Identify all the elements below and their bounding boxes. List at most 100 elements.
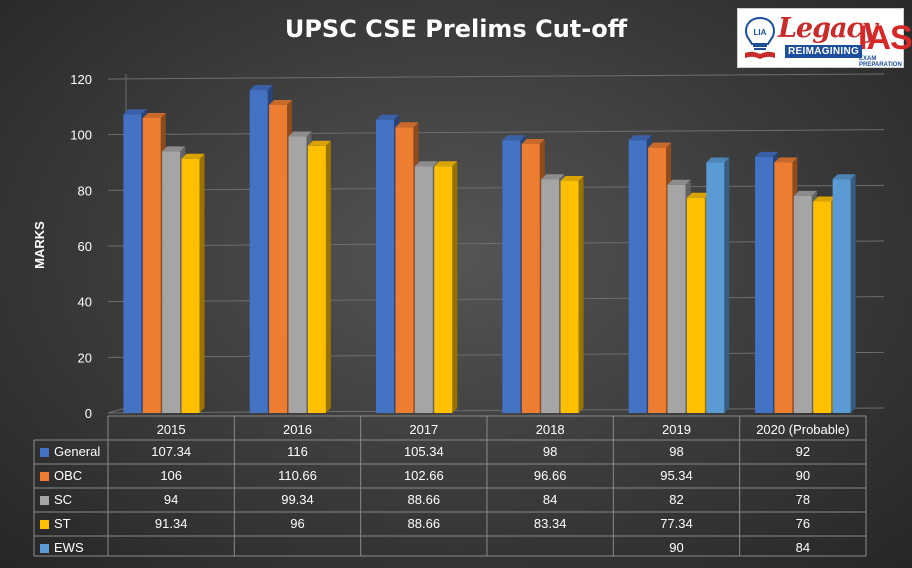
legend-label: EWS — [54, 540, 84, 555]
bar-front — [541, 179, 560, 413]
bar-top — [249, 85, 273, 91]
data-table-value: 98 — [669, 444, 683, 459]
data-table-value: 88.66 — [408, 516, 441, 531]
bar-top — [774, 157, 798, 163]
legend-swatch — [40, 520, 49, 529]
data-table: 2015 2016 2017 2018 2019 2020 (Probable) Gener… — [33, 415, 867, 557]
data-table-value: 106 — [160, 468, 182, 483]
bar-top — [793, 190, 817, 196]
data-table-value: 94 — [164, 492, 178, 507]
bar-top — [502, 135, 526, 141]
bar-top — [307, 140, 331, 146]
legend-label: ST — [54, 516, 71, 531]
legend-swatch — [40, 472, 49, 481]
logo-tagline: REIMAGINING — [785, 45, 863, 58]
bar-side — [452, 161, 458, 413]
data-table-value: 83.34 — [534, 516, 567, 531]
bar-top — [162, 146, 186, 152]
y-tick-label: 0 — [85, 406, 92, 421]
data-table-value: 107.34 — [151, 444, 191, 459]
bar-top — [434, 161, 458, 167]
bar-ews-2019 — [706, 157, 730, 413]
bar-top — [648, 142, 672, 148]
data-table-value: 90 — [669, 540, 683, 555]
x-tick-label: 2020 (Probable) — [756, 422, 849, 437]
bar-front — [686, 197, 705, 413]
bar-st-2015 — [181, 153, 205, 414]
y-tick-label: 120 — [70, 72, 92, 87]
bar-top — [686, 192, 710, 198]
bar-top — [414, 161, 438, 167]
legend-label: SC — [54, 492, 72, 507]
y-tick-label: 100 — [70, 128, 92, 143]
logo-badge: LIA — [754, 28, 767, 37]
bar-top — [181, 153, 205, 159]
bar-front — [142, 117, 161, 413]
legend-swatch — [40, 448, 49, 457]
data-table-value: 95.34 — [660, 468, 693, 483]
bar-front — [793, 195, 812, 413]
legend-swatch — [40, 544, 49, 553]
gridline — [107, 129, 885, 136]
bar-side — [325, 140, 331, 414]
legacy-ias-logo: LIA Legacy IAS REIMAGINING EXAM PREPARAT… — [737, 8, 912, 68]
bar-top — [288, 131, 312, 137]
legend-label: General — [54, 444, 100, 459]
gridline — [107, 73, 885, 80]
bar-top — [667, 179, 691, 185]
data-table-value: 90 — [796, 468, 810, 483]
bar-front — [123, 114, 142, 413]
x-tick-label: 2018 — [536, 422, 565, 437]
bar-front — [774, 162, 793, 413]
bar-front — [755, 156, 774, 413]
data-table-value: 82 — [669, 492, 683, 507]
bar-front — [832, 179, 851, 413]
data-table-value: 76 — [796, 516, 810, 531]
bar-top — [376, 114, 400, 120]
y-tick-label: 60 — [78, 239, 92, 254]
y-tick-label: 40 — [78, 295, 92, 310]
bar-front — [269, 104, 288, 413]
lightbulb-book-icon: LIA — [744, 16, 776, 59]
bar-top — [628, 135, 652, 141]
bar-top — [755, 151, 779, 157]
gridline — [107, 184, 885, 191]
bar-st-2018 — [560, 176, 584, 413]
bar-top — [521, 138, 545, 144]
bar-top — [813, 196, 837, 202]
y-axis-label: MARKS — [32, 221, 47, 269]
bar-front — [395, 127, 414, 413]
bar-front — [181, 158, 200, 413]
data-table-value: 77.34 — [660, 516, 693, 531]
bar-top — [269, 99, 293, 105]
bar-ews-2020 — [832, 174, 856, 413]
y-tick-label: 20 — [78, 350, 92, 365]
logo-name-ias: IAS — [858, 19, 912, 57]
gridlines — [107, 73, 885, 414]
y-tick-label: 80 — [78, 183, 92, 198]
x-tick-label: 2016 — [283, 422, 312, 437]
data-table-value: 98 — [543, 444, 557, 459]
data-table-value: 96 — [290, 516, 304, 531]
bar-front — [648, 147, 667, 413]
gridline — [107, 240, 885, 247]
bar-side — [850, 174, 856, 413]
data-table-value: 88.66 — [408, 492, 441, 507]
legend-swatch — [40, 496, 49, 505]
bar-top — [123, 109, 147, 115]
bar-front — [667, 184, 686, 413]
y-axis-ticks: 0 20 40 60 80 100 120 — [70, 72, 92, 421]
bar-front — [162, 151, 181, 413]
x-tick-label: 2017 — [409, 422, 438, 437]
bar-top — [541, 174, 565, 180]
bar-front — [434, 166, 453, 413]
data-table-value: 99.34 — [281, 492, 314, 507]
logo-name-legacy: Legacy — [778, 13, 878, 44]
bar-side — [724, 157, 730, 413]
bar-front — [706, 162, 725, 413]
bar-front — [249, 90, 268, 413]
data-table-value: 110.66 — [278, 468, 317, 483]
bar-side — [199, 153, 205, 414]
